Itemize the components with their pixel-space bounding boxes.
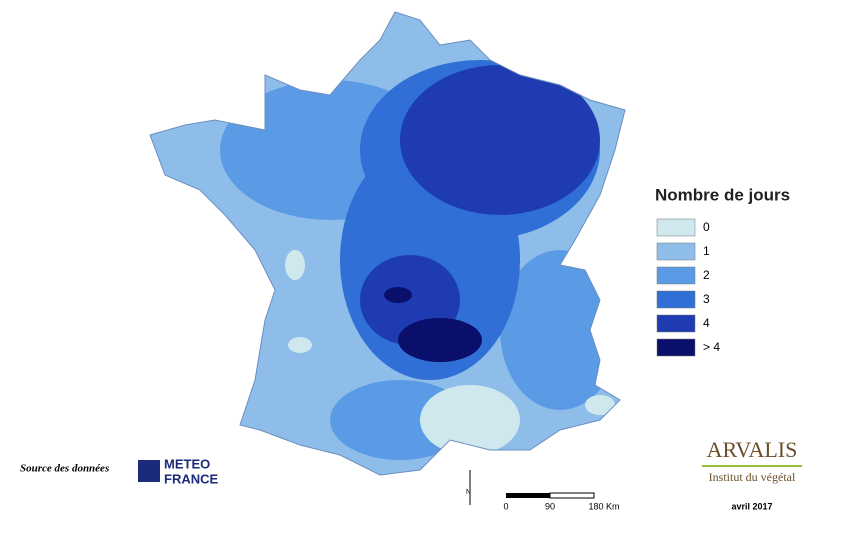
- legend-swatch: [656, 290, 696, 309]
- france-map: [150, 12, 625, 475]
- source-label: Source des données: [20, 463, 109, 475]
- arvalis-logo: ARVALIS: [707, 437, 798, 462]
- north-label: N: [466, 489, 471, 496]
- legend-label: 1: [703, 244, 710, 258]
- legend-label: 2: [703, 268, 710, 282]
- scale-label: 90: [545, 501, 555, 511]
- meteo-logo: METEO: [164, 456, 210, 471]
- scale-bar: [506, 493, 550, 498]
- legend: 0 1 2 3 4 > 4: [656, 218, 720, 357]
- legend-title: Nombre de jours: [655, 185, 790, 204]
- scale-bar: [549, 492, 595, 499]
- legend-label: 4: [703, 316, 710, 330]
- legend-label: 3: [703, 292, 710, 306]
- legend-swatch: [656, 266, 696, 285]
- legend-swatch: [656, 314, 696, 333]
- legend-label: 0: [703, 220, 710, 234]
- meteo-logo: FRANCE: [164, 471, 218, 486]
- arvalis-subtitle: Institut du végétal: [709, 470, 796, 484]
- france-outline: [149, 11, 626, 476]
- scale-label: 180 Km: [588, 501, 619, 511]
- meteo-icon: [138, 460, 160, 482]
- legend-label: > 4: [703, 340, 720, 354]
- scale-label: 0: [503, 501, 508, 511]
- legend-swatch: [656, 218, 696, 237]
- legend-swatch: [656, 338, 696, 357]
- legend-swatch: [656, 242, 696, 261]
- date-label: avril 2017: [731, 501, 772, 511]
